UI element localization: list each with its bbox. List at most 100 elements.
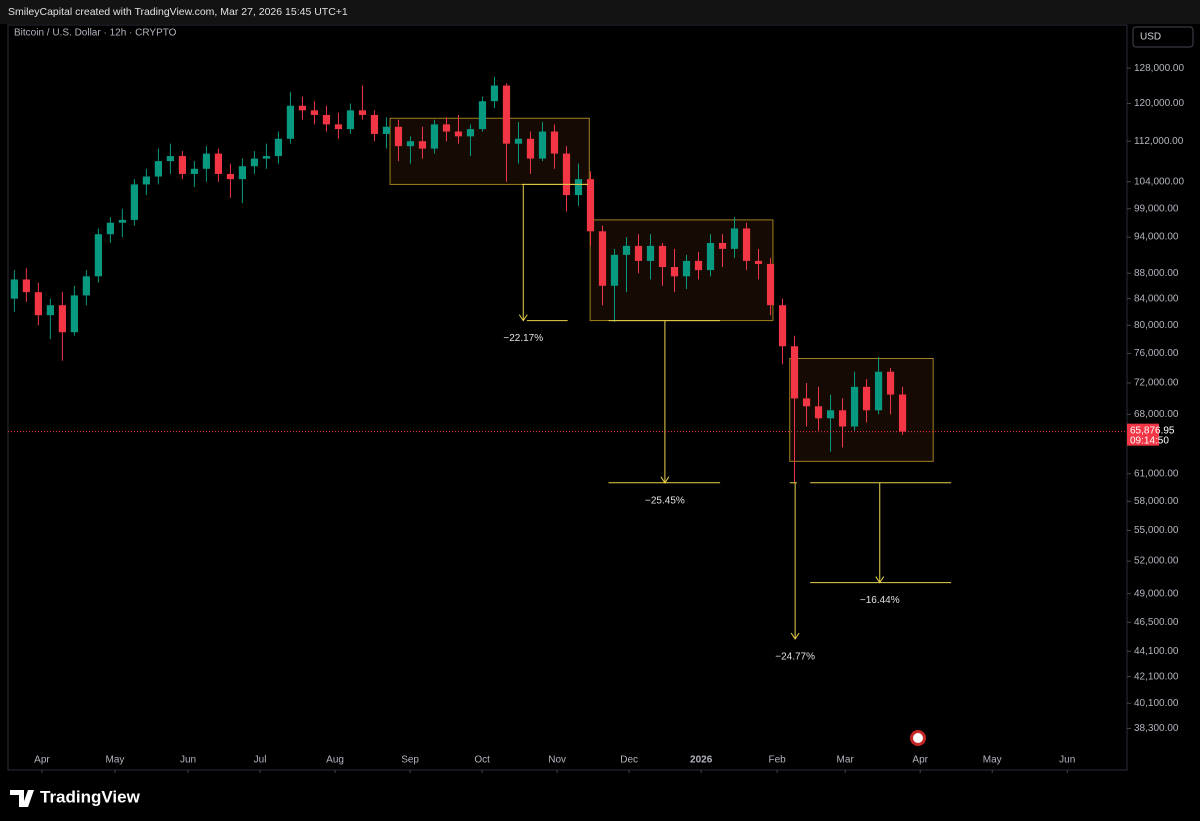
y-tick-label: 76,000.00 <box>1134 348 1179 359</box>
candle-body <box>286 105 295 139</box>
candle-body <box>142 176 150 185</box>
candle-body <box>430 124 439 149</box>
candle-body <box>274 138 283 157</box>
candle-body <box>862 386 871 411</box>
y-tick-label: 46,500.00 <box>1134 617 1179 628</box>
candle-body <box>490 85 499 102</box>
candle-body <box>694 260 703 271</box>
candle-body <box>22 279 30 293</box>
y-tick-label: 84,000.00 <box>1134 293 1179 304</box>
candle-body <box>670 267 679 277</box>
candle-body <box>10 279 18 299</box>
y-tick-label: 58,000.00 <box>1134 496 1179 507</box>
candle-body <box>658 245 667 268</box>
candle-body <box>742 228 751 261</box>
x-tick-label: May <box>983 755 1002 766</box>
candle-body <box>94 234 102 277</box>
candle-body <box>682 260 691 277</box>
candle-body <box>466 129 475 137</box>
candle-body <box>826 410 835 419</box>
event-icon-inner <box>913 733 923 743</box>
plot-area <box>7 24 1128 771</box>
candle-body <box>298 105 307 111</box>
candle-body <box>790 346 799 399</box>
candle-body <box>886 371 895 395</box>
countdown: 09:14:50 <box>1130 435 1169 446</box>
candle-body <box>178 156 186 174</box>
candle-body <box>190 168 199 174</box>
y-tick-label: 120,000.00 <box>1134 98 1184 109</box>
candle-body <box>226 173 235 180</box>
x-tick-label: Mar <box>837 755 855 766</box>
measure-label: −16.44% <box>860 595 900 606</box>
candle-body <box>130 184 138 220</box>
currency[interactable]: USD <box>1140 32 1161 43</box>
x-tick-label: May <box>105 755 124 766</box>
x-tick-label: Jun <box>1059 755 1075 766</box>
candle-body <box>766 263 775 306</box>
candle-body <box>442 124 451 132</box>
x-tick-label: Jun <box>180 755 196 766</box>
candle-body <box>778 305 787 347</box>
header: SmileyCapital created with TradingView.c… <box>8 6 348 18</box>
y-tick-label: 55,000.00 <box>1134 525 1179 536</box>
candle-body <box>346 110 355 130</box>
x-tick-label: Apr <box>912 755 928 766</box>
candle-body <box>574 179 583 196</box>
y-tick-label: 88,000.00 <box>1134 268 1179 279</box>
y-tick-label: 61,000.00 <box>1134 468 1179 479</box>
candle-body <box>730 228 739 249</box>
candle-body <box>718 242 727 249</box>
measure-label: −25.45% <box>645 495 685 506</box>
candle-body <box>358 110 367 115</box>
candle-body <box>478 101 487 130</box>
y-tick-label: 52,000.00 <box>1134 556 1179 567</box>
candle-body <box>550 131 559 154</box>
x-tick-label: 2026 <box>690 755 713 766</box>
price-tag <box>1127 423 1159 446</box>
candle-body <box>538 131 547 159</box>
y-tick-label: 80,000.00 <box>1134 320 1179 331</box>
footer <box>0 778 1200 821</box>
arrow-head <box>660 476 670 484</box>
candle-body <box>202 153 211 169</box>
y-tick-label: 94,000.00 <box>1134 232 1179 243</box>
candle-body <box>610 254 619 286</box>
candle-body <box>850 386 859 427</box>
arrow-head <box>875 576 885 584</box>
x-tick-label: Jul <box>254 755 267 766</box>
x-tick-label: Feb <box>769 755 787 766</box>
candle-body <box>70 295 78 333</box>
measure-label: −24.77% <box>775 652 815 663</box>
x-tick-label: Apr <box>34 755 50 766</box>
candle-body <box>46 305 54 316</box>
brand: TradingView <box>40 787 141 806</box>
x-tick-label: Dec <box>620 755 638 766</box>
candle-body <box>634 245 643 261</box>
candle-body <box>514 138 523 144</box>
candle-body <box>394 126 403 147</box>
candle-body <box>646 245 655 261</box>
candle-body <box>118 219 126 223</box>
currency-button[interactable] <box>1132 26 1194 48</box>
candle-body <box>418 141 427 149</box>
candle-body <box>838 410 847 427</box>
header-bar <box>0 0 1200 24</box>
candle-body <box>802 398 811 407</box>
y-tick-label: 38,300.00 <box>1134 723 1179 734</box>
candle-body <box>58 305 66 333</box>
price-label: 65,876.95 <box>1130 425 1175 436</box>
arrow-head <box>518 314 528 322</box>
y-tick-label: 128,000.00 <box>1134 63 1184 74</box>
measure-label: −22.17% <box>503 333 543 344</box>
candle-body <box>370 114 379 134</box>
x-tick-label: Sep <box>401 755 419 766</box>
y-tick-label: 72,000.00 <box>1134 378 1179 389</box>
candle-body <box>814 406 823 419</box>
x-tick-label: Oct <box>474 755 490 766</box>
candle-body <box>154 161 162 177</box>
range-box <box>389 117 590 185</box>
candle-body <box>406 141 415 147</box>
candle-body <box>754 260 763 264</box>
candle-body <box>454 131 463 137</box>
